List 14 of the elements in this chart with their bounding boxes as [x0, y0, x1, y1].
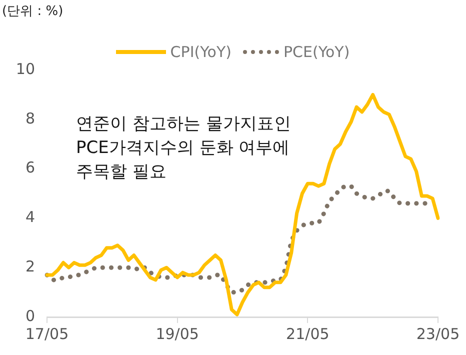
x-tick-label: 23/05: [416, 324, 460, 343]
y-tick-label: 4: [25, 208, 35, 226]
y-tick-label: 8: [25, 109, 35, 128]
x-tick-label: 19/05: [156, 324, 199, 343]
y-tick-label: 6: [25, 158, 35, 177]
x-tick-label: 21/05: [286, 324, 330, 343]
legend-label: CPI(YoY): [170, 43, 232, 61]
y-tick-label: 10: [16, 60, 35, 78]
annotation: 연준이 참고하는 물가지표인 PCE가격지수의 둔화 여부에 주목할 필요: [76, 114, 291, 182]
y-tick-label: 2: [25, 257, 35, 276]
legend-label: PCE(YoY): [283, 43, 350, 61]
y-tick-label: 0: [25, 306, 35, 325]
x-tick-label: 17/05: [25, 324, 69, 343]
y-axis-title: (단위 : %): [2, 3, 64, 20]
